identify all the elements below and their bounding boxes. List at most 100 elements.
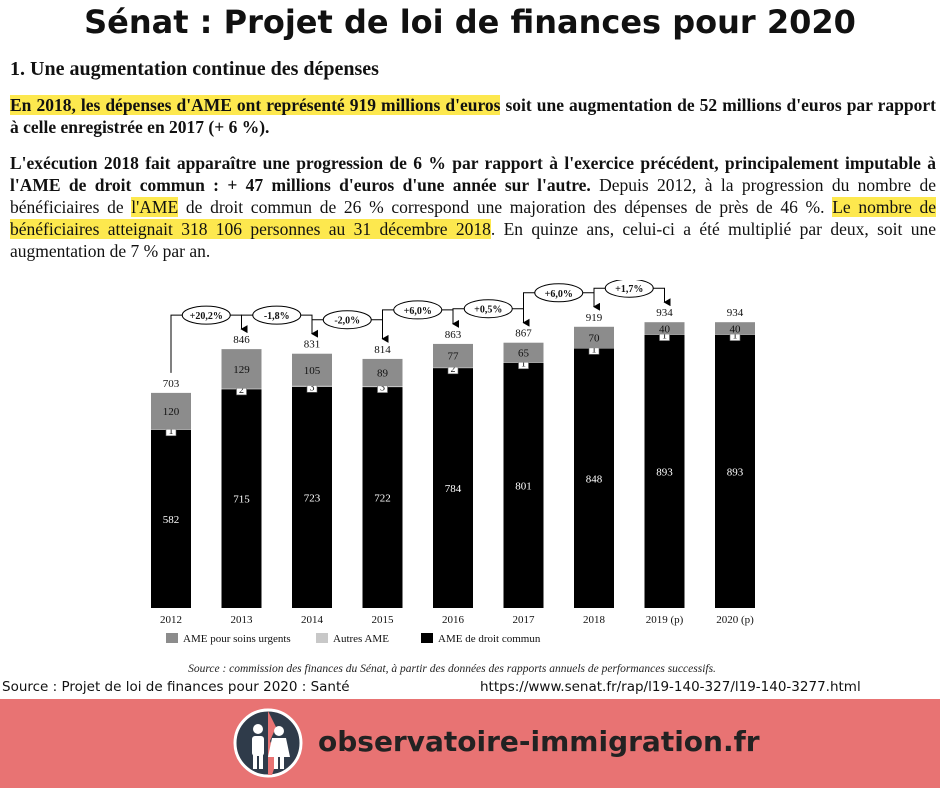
legend-label: AME pour soins urgents	[183, 633, 291, 645]
value-label: 3	[310, 382, 315, 393]
legend-label: Autres AME	[333, 633, 389, 645]
value-label: 120	[163, 406, 180, 418]
highlighted-text: En 2018, les dépenses d'AME ont représen…	[10, 95, 501, 115]
bar-segment	[151, 429, 191, 608]
x-tick-label: 2020 (p)	[716, 614, 754, 626]
total-label: 919	[586, 312, 603, 324]
value-label: 1	[592, 344, 597, 355]
paragraph: En 2018, les dépenses d'AME ont représen…	[10, 94, 936, 138]
value-label: 582	[163, 514, 180, 526]
value-label: 784	[445, 483, 462, 495]
value-label: 65	[518, 348, 530, 360]
x-tick-label: 2019 (p)	[646, 614, 684, 626]
total-label: 934	[656, 307, 673, 319]
chart-source: Source : commission des finances du Séna…	[188, 663, 716, 675]
change-oval	[463, 299, 513, 319]
x-tick-label: 2017	[513, 614, 536, 626]
value-label: 723	[304, 492, 321, 504]
bar-segment	[644, 322, 685, 335]
bar-segment	[221, 389, 262, 608]
x-tick-label: 2014	[301, 614, 324, 626]
text: Depuis 2012, à la progression du nombre …	[10, 175, 936, 217]
x-tick-label: 2012	[160, 614, 182, 626]
x-tick-label: 2013	[231, 614, 254, 626]
change-oval	[322, 310, 372, 330]
total-label: 846	[233, 334, 250, 346]
text: de droit commun de 26 % correspond une m…	[178, 197, 833, 217]
footer-source: Source : Projet de loi de finances pour …	[2, 679, 350, 695]
value-label: 1	[662, 331, 667, 342]
total-label: 867	[515, 328, 532, 340]
bar-segment	[644, 334, 685, 608]
legend-swatch	[421, 633, 433, 643]
change-oval	[393, 300, 443, 320]
change-label: +6,0%	[404, 306, 432, 317]
bar-segment	[574, 348, 614, 608]
change-label: -1,8%	[264, 311, 290, 322]
value-label: 1	[733, 331, 738, 342]
bar-segment	[433, 368, 473, 608]
text: soit une augmentation de 52 millions d'e…	[10, 95, 936, 137]
x-tick-label: 2018	[583, 614, 606, 626]
bar-segment	[292, 386, 332, 608]
x-tick-label: 2016	[442, 614, 465, 626]
total-label: 703	[163, 378, 180, 390]
title: Sénat : Projet de loi de finances pour 2…	[84, 3, 856, 41]
bar-segment	[151, 392, 191, 430]
value-label: 3	[380, 383, 385, 394]
change-oval	[252, 305, 302, 325]
x-tick-label: 2015	[372, 614, 395, 626]
value-label: 40	[730, 323, 742, 335]
legend-swatch	[166, 633, 178, 643]
change-oval	[534, 283, 584, 303]
change-label: +0,5%	[474, 305, 502, 316]
bar-segment	[574, 326, 614, 349]
logo	[233, 708, 303, 778]
total-label: 814	[374, 344, 391, 356]
change-arrow	[593, 287, 665, 307]
change-label: +1,7%	[615, 284, 643, 295]
bar-segment	[221, 349, 262, 389]
legend-swatch	[316, 633, 328, 643]
value-label: 89	[377, 368, 389, 380]
value-label: 722	[374, 493, 391, 505]
brand: observatoire-immigration.fr	[318, 725, 760, 758]
paragraphs: En 2018, les dépenses d'AME ont représen…	[10, 94, 937, 276]
value-label: 848	[586, 473, 603, 485]
change-oval	[181, 305, 231, 325]
bar-segment	[503, 342, 544, 363]
value-label: 1	[521, 359, 526, 370]
value-label: 40	[659, 323, 671, 335]
chart: 5821120703201271521298462013723310583120…	[130, 280, 775, 675]
change-label: +6,0%	[545, 289, 573, 300]
total-label: 863	[445, 329, 462, 341]
change-oval	[604, 280, 654, 298]
change-label: -2,0%	[334, 316, 360, 327]
bar-segment	[362, 387, 403, 608]
value-label: 715	[233, 494, 250, 506]
value-label: 105	[304, 365, 321, 377]
bar-segment	[433, 343, 473, 368]
bar-segment	[715, 322, 755, 335]
legend-label: AME de droit commun	[438, 633, 541, 645]
bar-segment	[362, 358, 403, 387]
value-label: 70	[589, 332, 601, 344]
bar-segment	[715, 334, 755, 608]
value-label: 2	[239, 385, 244, 396]
bar-segment	[292, 353, 332, 386]
highlighted-text: l'AME	[131, 197, 179, 217]
bar-segment	[503, 362, 544, 608]
value-label: 1	[169, 426, 174, 437]
value-label: 893	[656, 466, 673, 478]
value-label: 77	[448, 351, 460, 363]
value-label: 893	[727, 466, 744, 478]
footer-url: https://www.senat.fr/rap/l19-140-327/l19…	[480, 679, 861, 695]
change-label: +20,2%	[190, 311, 223, 322]
text: L'exécution 2018 fait apparaître une pro…	[10, 153, 936, 195]
total-label: 934	[727, 307, 744, 319]
total-label: 831	[304, 339, 321, 351]
value-label: 2	[451, 364, 456, 375]
section-heading: 1. Une augmentation continue des dépense…	[10, 58, 379, 80]
